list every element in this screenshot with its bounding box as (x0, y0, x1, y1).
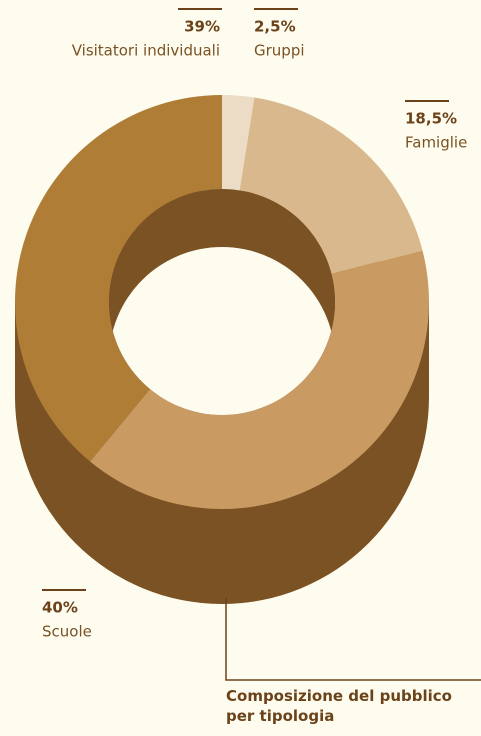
value-label: 39% (184, 18, 220, 36)
donut-slice (222, 95, 255, 191)
value-label: 40% (42, 599, 78, 617)
donut-slice (15, 95, 223, 462)
donut-slice (90, 250, 430, 510)
value-label: 18,5% (405, 110, 457, 128)
donut-slice (239, 97, 423, 274)
category-label: Famiglie (405, 134, 467, 152)
hole (109, 247, 335, 415)
category-label: Visitatori individuali (72, 42, 220, 60)
value-label: 2,5% (254, 18, 296, 36)
title-leader (225, 598, 481, 681)
chart-title: Composizione del pubblico per tipologia (226, 687, 452, 725)
category-label: Scuole (42, 623, 92, 641)
category-label: Gruppi (254, 42, 305, 60)
